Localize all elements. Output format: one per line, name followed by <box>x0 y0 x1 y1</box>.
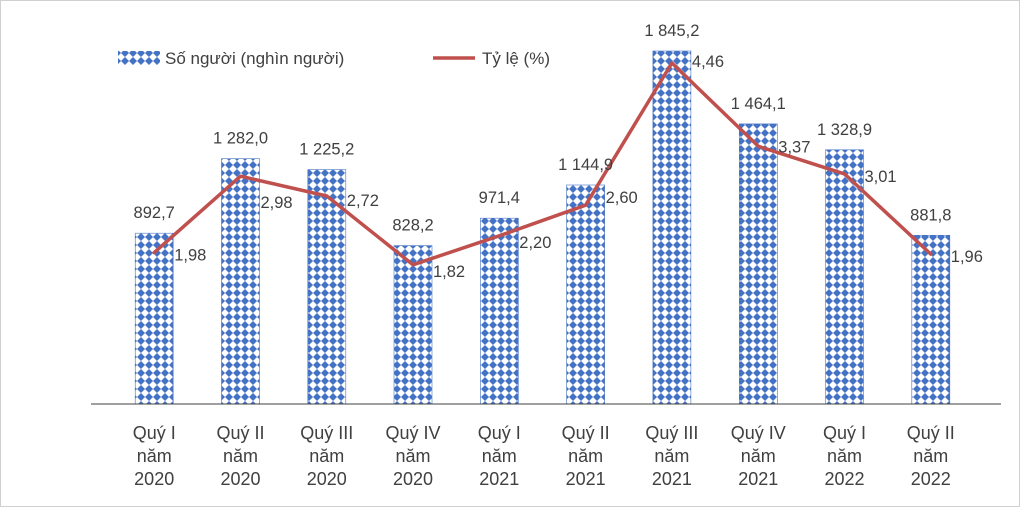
category-label-0-line-2: 2020 <box>134 469 174 489</box>
category-label-1-line-2: 2020 <box>220 469 260 489</box>
category-label-3-line-0: Quý IV <box>385 423 440 443</box>
legend: Số người (nghìn người) Tỷ lệ (%) <box>118 49 550 68</box>
bar-value-label-3: 828,2 <box>392 217 433 235</box>
category-label-1-line-0: Quý II <box>216 423 264 443</box>
category-label-4-line-1: năm <box>482 446 517 466</box>
category-label-2-line-2: 2020 <box>307 469 347 489</box>
category-label-5-line-1: năm <box>568 446 603 466</box>
bar-value-label-6: 1 845,2 <box>644 22 699 40</box>
rate-value-label-7: 3,37 <box>778 138 810 156</box>
rate-value-label-9: 1,96 <box>951 248 983 266</box>
category-label-3-line-2: 2020 <box>393 469 433 489</box>
category-label-6-line-2: 2021 <box>652 469 692 489</box>
category-label-8-line-0: Quý I <box>823 423 866 443</box>
category-label-9-line-2: 2022 <box>911 469 951 489</box>
category-label-0-line-1: năm <box>137 446 172 466</box>
category-label-4-line-2: 2021 <box>479 469 519 489</box>
bar-value-label-7: 1 464,1 <box>731 95 786 113</box>
rate-value-label-4: 2,20 <box>519 234 551 252</box>
bar-9 <box>912 235 950 404</box>
category-label-7-line-1: năm <box>741 446 776 466</box>
rate-value-label-2: 2,72 <box>347 192 379 210</box>
legend-bar-swatch <box>118 51 160 65</box>
category-label-2-line-1: năm <box>309 446 344 466</box>
bar-6 <box>653 51 691 404</box>
rate-value-label-0: 1,98 <box>174 247 206 265</box>
rate-value-label-8: 3,01 <box>865 168 897 186</box>
category-label-7-line-0: Quý IV <box>731 423 786 443</box>
category-label-8-line-1: năm <box>827 446 862 466</box>
category-label-1-line-1: năm <box>223 446 258 466</box>
category-label-7-line-2: 2021 <box>738 469 778 489</box>
category-label-3-line-1: năm <box>395 446 430 466</box>
category-label-9-line-1: năm <box>913 446 948 466</box>
bar-value-label-4: 971,4 <box>479 189 520 207</box>
rate-value-label-5: 2,60 <box>606 189 638 207</box>
legend-bar-label: Số người (nghìn người) <box>165 49 344 68</box>
bar-7 <box>739 124 777 404</box>
rate-value-label-3: 1,82 <box>433 263 465 281</box>
rate-value-label-6: 4,46 <box>692 53 724 71</box>
bar-5 <box>567 185 605 404</box>
legend-line-label: Tỷ lệ (%) <box>482 49 550 68</box>
bar-value-label-5: 1 144,9 <box>558 156 613 174</box>
category-label-9-line-0: Quý II <box>907 423 955 443</box>
rate-value-label-1: 2,98 <box>261 194 293 212</box>
bar-value-label-8: 1 328,9 <box>817 121 872 139</box>
bar-value-label-1: 1 282,0 <box>213 130 268 148</box>
bar-value-label-2: 1 225,2 <box>299 141 354 159</box>
category-label-0-line-0: Quý I <box>133 423 176 443</box>
bar-value-label-0: 892,7 <box>134 204 175 222</box>
bar-value-label-9: 881,8 <box>910 206 951 224</box>
bar-1 <box>222 159 260 404</box>
category-label-4-line-0: Quý I <box>478 423 521 443</box>
category-label-5-line-0: Quý II <box>562 423 610 443</box>
bar-3 <box>394 246 432 404</box>
category-label-6-line-1: năm <box>654 446 689 466</box>
category-label-6-line-0: Quý III <box>645 423 698 443</box>
category-label-5-line-2: 2021 <box>566 469 606 489</box>
bar-4 <box>480 218 518 404</box>
category-label-2-line-0: Quý III <box>300 423 353 443</box>
bar-0 <box>135 233 173 404</box>
category-label-8-line-2: 2022 <box>824 469 864 489</box>
